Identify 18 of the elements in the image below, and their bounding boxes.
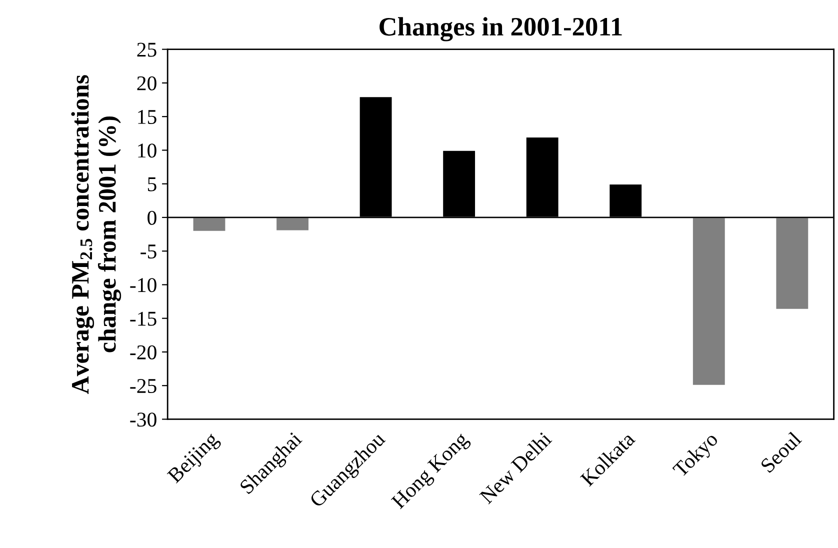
chart-title: Changes in 2001-2011 [380,17,622,42]
y-tick-label: 25 [137,42,156,57]
bar [692,216,726,386]
y-tick-label: 10 [138,144,156,158]
y-tick-label: -5 [140,244,156,259]
bar [774,216,810,310]
bar [275,216,310,232]
y-tick-label: -10 [130,278,156,292]
y-tick-label: 15 [138,110,156,124]
y-tick-label: 5 [148,177,156,192]
bar [192,216,227,232]
y-axis-title: Average PM$_{2.5}$ concentrations change from 2001 (%) [71,75,122,394]
y-tick-label: 0 [148,210,156,225]
y-tick-label: -15 [130,312,156,326]
y-tick-label: -20 [130,345,156,360]
y-tick-label: -25 [130,379,156,394]
y-tick-label: 20 [137,76,156,90]
y-tick-label: -30 [130,412,156,427]
